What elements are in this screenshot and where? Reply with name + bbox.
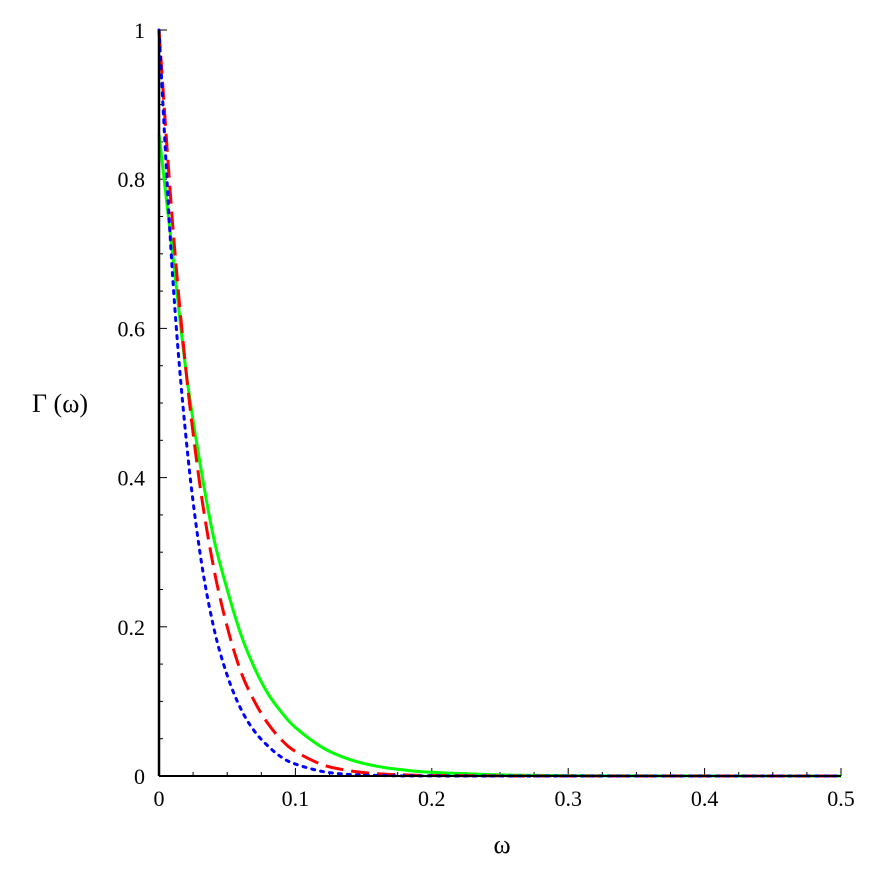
series-line-2 <box>157 29 841 778</box>
x-tick-label: 0.5 <box>827 786 855 811</box>
y-tick-label: 0.8 <box>118 167 146 192</box>
x-tick-label: 0.3 <box>554 786 582 811</box>
series-line-3 <box>157 28 843 778</box>
tick-labels: 0 0.1 0.2 0.3 0.4 0.5 0 0.2 0.4 0.6 0.8 1 <box>118 18 855 811</box>
x-tick-label: 0.4 <box>691 786 719 811</box>
series-line-1 <box>157 134 841 778</box>
y-tick-label: 0.6 <box>118 316 146 341</box>
y-tick-label: 0.2 <box>118 615 146 640</box>
y-tick-label: 0 <box>134 764 145 789</box>
y-tick-label: 0.4 <box>118 466 146 491</box>
x-tick-label: 0.2 <box>418 786 446 811</box>
y-tick-label: 1 <box>134 18 145 43</box>
x-tick-label: 0 <box>154 786 165 811</box>
tick-marks <box>158 29 842 777</box>
x-tick-label: 0.1 <box>282 786 310 811</box>
x-axis-title: ω <box>493 830 510 859</box>
axes <box>157 30 841 777</box>
series-lines <box>157 28 843 778</box>
y-axis-title: Γ (ω) <box>32 389 88 418</box>
